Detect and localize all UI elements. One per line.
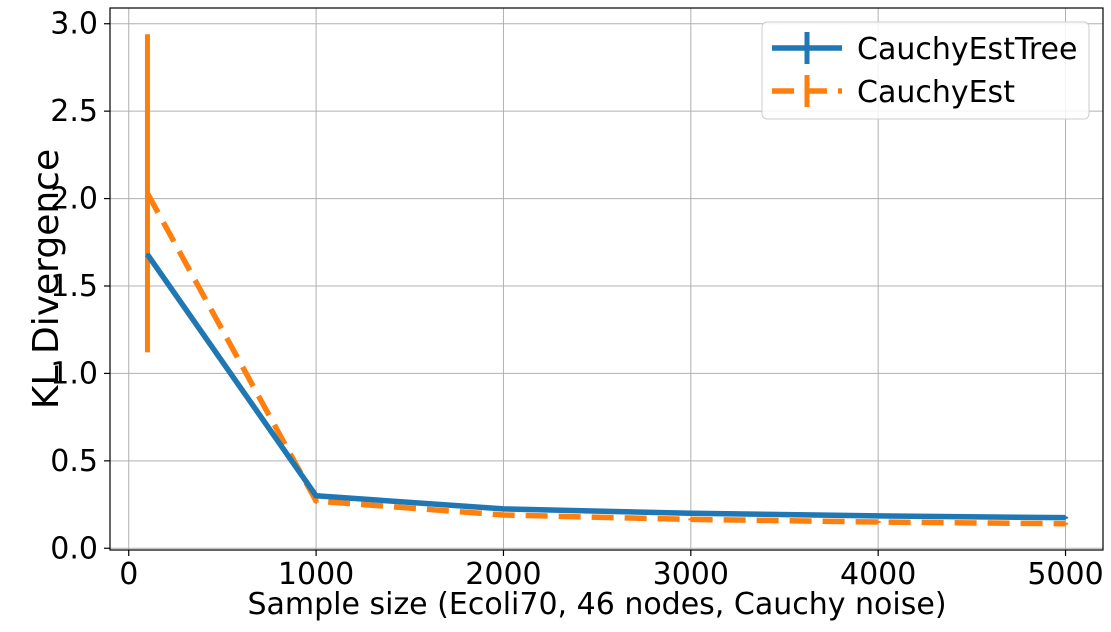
legend: CauchyEstTree CauchyEst (761, 21, 1090, 120)
x-tick-label: 4000 (840, 557, 916, 592)
x-tick-label: 0 (119, 557, 138, 592)
data-point-CauchyEstTree (689, 511, 693, 515)
y-tick-label: 1.5 (50, 269, 98, 304)
y-tick-label: 3.0 (50, 7, 98, 42)
x-tick-label: 1000 (278, 557, 354, 592)
legend-label: CauchyEst (857, 75, 1015, 110)
series-layer (144, 34, 1069, 527)
data-point-CauchyEst (689, 517, 693, 521)
grid-lines (110, 8, 1103, 550)
data-point-CauchyEst (314, 499, 318, 503)
data-point-CauchyEstTree (145, 253, 149, 257)
y-tick-label: 1.0 (50, 356, 98, 391)
plot-frame (109, 7, 1104, 551)
y-tick-label: 0.5 (50, 444, 98, 479)
y-tick-label: 0.0 (50, 531, 98, 566)
series-line-CauchyEst (145, 192, 1066, 527)
data-point-CauchyEstTree (1064, 516, 1068, 520)
data-point-CauchyEstTree (314, 494, 318, 498)
x-tick-label: 5000 (1027, 557, 1103, 592)
data-point-CauchyEst (145, 191, 149, 195)
axis-ticks: 0 1000 2000 3000 4000 5000 0.0 0.5 1.0 1.5 2.0 2.5 3… (50, 7, 1103, 592)
y-tick-label: 2.0 (50, 182, 98, 217)
x-tick-label: 2000 (465, 557, 541, 592)
data-point-CauchyEstTree (501, 507, 505, 511)
data-point-CauchyEstTree (876, 514, 880, 518)
series-line-CauchyEstTree (145, 252, 1066, 521)
data-point-CauchyEst (1064, 522, 1068, 526)
data-point-CauchyEst (876, 520, 880, 524)
legend-frame (761, 21, 1090, 120)
y-axis-title: KL Divergence (26, 149, 67, 409)
legend-label: CauchyEstTree (857, 32, 1077, 67)
data-point-CauchyEst (501, 513, 505, 517)
x-tick-label: 3000 (653, 557, 729, 592)
x-axis-title: Sample size (Ecoli70, 46 nodes, Cauchy n… (247, 587, 946, 622)
y-tick-label: 2.5 (50, 94, 98, 129)
